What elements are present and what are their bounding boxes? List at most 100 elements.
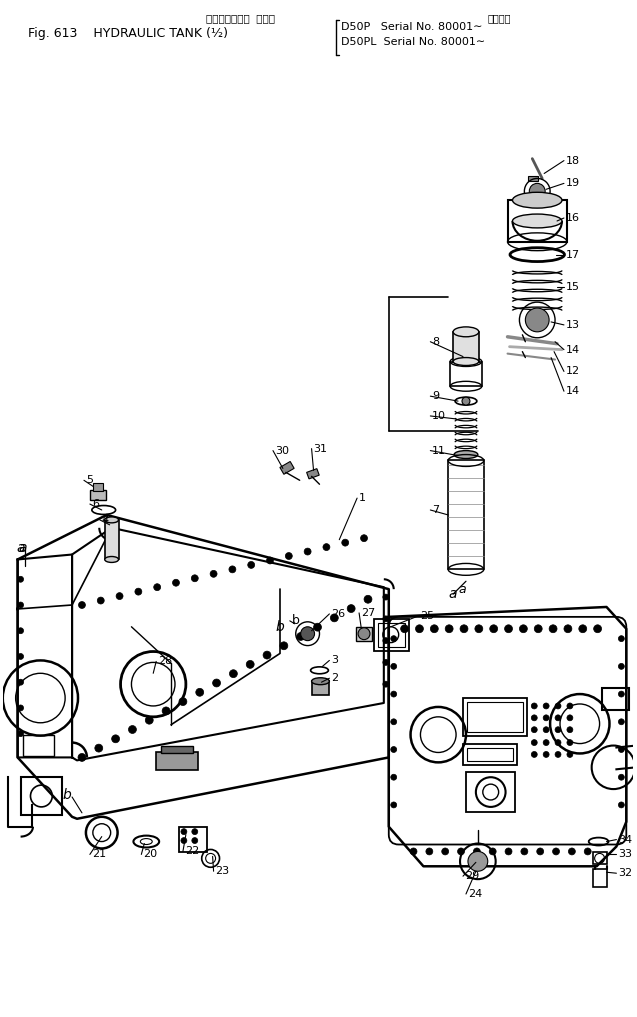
Ellipse shape bbox=[453, 358, 479, 365]
Bar bbox=[378, 622, 404, 647]
Circle shape bbox=[213, 679, 220, 686]
Circle shape bbox=[555, 739, 561, 745]
Bar bbox=[450, 361, 482, 386]
Circle shape bbox=[567, 715, 573, 721]
Text: ハイドロリック  タンク: ハイドロリック タンク bbox=[206, 13, 275, 23]
Bar bbox=[311, 681, 329, 695]
Circle shape bbox=[196, 689, 204, 697]
Circle shape bbox=[579, 624, 587, 633]
Circle shape bbox=[410, 848, 417, 855]
Text: 19: 19 bbox=[566, 178, 580, 188]
Circle shape bbox=[594, 624, 601, 633]
Circle shape bbox=[567, 703, 573, 709]
Circle shape bbox=[342, 539, 348, 546]
Bar bbox=[306, 469, 319, 479]
Text: 31: 31 bbox=[313, 443, 327, 454]
Circle shape bbox=[361, 535, 368, 542]
Circle shape bbox=[552, 848, 559, 855]
Bar bbox=[463, 743, 517, 766]
Text: a: a bbox=[448, 587, 457, 601]
Bar bbox=[508, 200, 567, 242]
Circle shape bbox=[390, 746, 397, 753]
Circle shape bbox=[145, 716, 154, 724]
Ellipse shape bbox=[453, 326, 479, 337]
Circle shape bbox=[445, 624, 453, 633]
Ellipse shape bbox=[311, 677, 329, 684]
Bar bbox=[467, 747, 513, 762]
Circle shape bbox=[285, 552, 292, 559]
Circle shape bbox=[526, 308, 549, 332]
Circle shape bbox=[531, 727, 537, 732]
Circle shape bbox=[543, 715, 549, 721]
Text: 6: 6 bbox=[92, 499, 99, 510]
Circle shape bbox=[555, 715, 561, 721]
Ellipse shape bbox=[513, 192, 562, 208]
Ellipse shape bbox=[104, 517, 118, 523]
Circle shape bbox=[473, 848, 480, 855]
Circle shape bbox=[584, 848, 591, 855]
Text: 27: 27 bbox=[361, 608, 375, 618]
Text: 16: 16 bbox=[566, 213, 580, 223]
Circle shape bbox=[505, 624, 513, 633]
Circle shape bbox=[78, 754, 86, 762]
Circle shape bbox=[475, 624, 483, 633]
Bar bbox=[592, 852, 606, 864]
Circle shape bbox=[415, 624, 424, 633]
Circle shape bbox=[531, 752, 537, 758]
Circle shape bbox=[521, 848, 528, 855]
Text: 9: 9 bbox=[433, 392, 440, 401]
Bar bbox=[104, 520, 118, 559]
Bar bbox=[592, 870, 606, 887]
Text: 10: 10 bbox=[433, 411, 447, 421]
Circle shape bbox=[564, 624, 572, 633]
Circle shape bbox=[519, 624, 527, 633]
Circle shape bbox=[390, 663, 397, 669]
Circle shape bbox=[18, 602, 24, 608]
Circle shape bbox=[619, 719, 624, 725]
Circle shape bbox=[619, 636, 624, 642]
Circle shape bbox=[543, 703, 549, 709]
Text: 26: 26 bbox=[331, 609, 345, 619]
Text: 1: 1 bbox=[359, 493, 366, 503]
Circle shape bbox=[460, 624, 468, 633]
Bar bbox=[356, 626, 372, 641]
Text: Fig. 613    HYDRAULIC TANK (½): Fig. 613 HYDRAULIC TANK (½) bbox=[27, 27, 227, 40]
Circle shape bbox=[390, 774, 397, 780]
Circle shape bbox=[441, 848, 448, 855]
Text: 14: 14 bbox=[566, 386, 580, 397]
Circle shape bbox=[192, 829, 197, 835]
Circle shape bbox=[543, 727, 549, 732]
Text: a: a bbox=[18, 541, 27, 554]
Circle shape bbox=[78, 601, 85, 608]
Circle shape bbox=[192, 838, 197, 843]
Circle shape bbox=[313, 623, 322, 632]
Circle shape bbox=[347, 604, 355, 612]
Circle shape bbox=[462, 398, 470, 405]
Text: 33: 33 bbox=[619, 849, 633, 859]
Circle shape bbox=[181, 829, 187, 835]
Text: 29: 29 bbox=[465, 872, 479, 881]
Text: 4: 4 bbox=[102, 515, 109, 525]
Text: 23: 23 bbox=[215, 866, 230, 877]
Text: 3: 3 bbox=[331, 655, 338, 665]
Circle shape bbox=[280, 642, 288, 650]
Ellipse shape bbox=[513, 214, 562, 228]
Circle shape bbox=[263, 651, 271, 659]
Circle shape bbox=[390, 719, 397, 725]
Circle shape bbox=[323, 544, 330, 550]
Text: 25: 25 bbox=[420, 611, 434, 621]
Circle shape bbox=[619, 746, 624, 753]
Text: 32: 32 bbox=[619, 869, 633, 879]
Circle shape bbox=[358, 627, 370, 640]
Text: 17: 17 bbox=[566, 249, 580, 259]
Bar bbox=[156, 753, 197, 770]
Circle shape bbox=[18, 627, 24, 634]
Circle shape bbox=[619, 802, 624, 807]
Circle shape bbox=[181, 838, 187, 843]
Circle shape bbox=[266, 557, 273, 563]
Circle shape bbox=[426, 848, 433, 855]
Circle shape bbox=[297, 633, 304, 641]
Circle shape bbox=[210, 571, 217, 578]
Text: D50PL  Serial No. 80001∼: D50PL Serial No. 80001∼ bbox=[341, 37, 485, 47]
Circle shape bbox=[531, 715, 537, 721]
